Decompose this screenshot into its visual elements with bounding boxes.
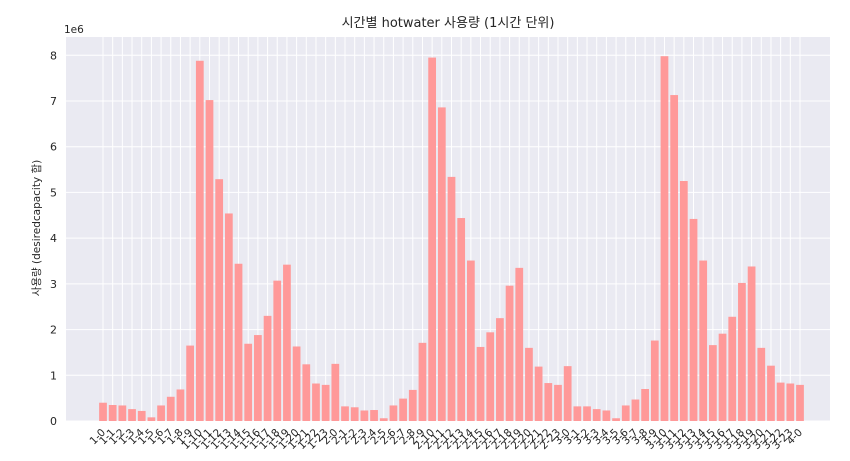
bar-1-19 — [283, 264, 291, 421]
y-tick-label: 8 — [50, 49, 57, 62]
bar-2-1 — [341, 406, 349, 421]
bar-3-0 — [563, 366, 572, 421]
bar-2-9 — [418, 342, 427, 421]
y-tick-label: 2 — [50, 324, 57, 337]
bar-3-11 — [670, 95, 679, 422]
bar-1-17 — [263, 315, 272, 421]
bar-3-1 — [573, 406, 582, 421]
bar-1-20 — [292, 346, 301, 421]
bar-1-22 — [312, 383, 320, 421]
bar-2-21 — [534, 366, 543, 421]
bar-3-2 — [583, 406, 591, 421]
bar-3-23 — [786, 383, 795, 421]
bar-3-18 — [738, 282, 746, 421]
bar-1-1 — [108, 405, 117, 421]
bar-1-15 — [244, 343, 253, 421]
bar-3-9 — [650, 340, 659, 421]
bar-1-4 — [137, 410, 146, 421]
bar-2-3 — [360, 410, 369, 421]
bar-3-7 — [631, 399, 640, 421]
y-tick-label: 5 — [50, 186, 57, 199]
bar-2-4 — [370, 410, 378, 421]
bar-2-5 — [379, 418, 388, 421]
bar-1-2 — [118, 405, 127, 421]
bar-2-22 — [544, 383, 553, 421]
bar-2-15 — [476, 346, 485, 421]
bar-1-14 — [234, 263, 243, 421]
bar-1-5 — [147, 417, 156, 421]
bar-3-8 — [641, 389, 649, 421]
bar-2-13 — [457, 218, 466, 421]
bar-1-13 — [224, 213, 233, 421]
bars — [99, 56, 804, 422]
bar-1-7 — [166, 396, 175, 421]
bar-2-23 — [554, 384, 562, 421]
bar-3-17 — [728, 316, 737, 421]
bar-1-21 — [302, 364, 311, 421]
bar-1-18 — [273, 280, 282, 421]
bar-3-13 — [689, 218, 698, 421]
bar-3-3 — [592, 409, 601, 421]
bar-3-21 — [767, 365, 775, 421]
chart-title: 시간별 hotwater 사용량 (1시간 단위) — [342, 16, 555, 31]
y-tick-label: 0 — [50, 415, 57, 428]
bar-2-17 — [496, 318, 504, 421]
bar-2-6 — [389, 405, 398, 421]
bar-1-23 — [321, 384, 330, 421]
bar-2-2 — [350, 407, 359, 421]
bar-1-3 — [128, 409, 136, 421]
bar-1-10 — [195, 60, 204, 422]
bar-3-22 — [776, 382, 785, 421]
bar-3-10 — [660, 56, 669, 421]
y-axis-offset-label: 1e6 — [64, 24, 84, 36]
bar-3-14 — [699, 260, 708, 421]
bar-1-9 — [186, 345, 194, 421]
bar-1-16 — [254, 335, 262, 421]
bar-3-19 — [747, 266, 756, 421]
bar-4-0 — [796, 384, 804, 421]
bar-2-16 — [486, 332, 495, 421]
bar-2-14 — [466, 260, 475, 421]
y-tick-label: 7 — [50, 95, 57, 108]
x-axis-ticks: 1-01-11-21-31-41-51-61-71-81-91-101-111-… — [88, 426, 806, 452]
bar-2-11 — [437, 107, 446, 422]
y-tick-label: 1 — [50, 369, 57, 382]
y-tick-label: 4 — [50, 232, 57, 245]
bar-3-15 — [709, 345, 717, 421]
bar-3-6 — [621, 405, 630, 421]
y-axis-ticks: 0 1 2 3 4 5 6 7 8 — [50, 49, 57, 428]
bar-2-0 — [331, 363, 340, 421]
bar-3-20 — [757, 347, 766, 421]
y-tick-label: 6 — [50, 141, 57, 154]
bar-2-8 — [408, 389, 417, 421]
bar-2-7 — [399, 398, 407, 421]
bar-1-11 — [205, 100, 214, 421]
y-tick-label: 3 — [50, 278, 57, 291]
bar-3-4 — [602, 410, 611, 421]
bar-3-12 — [679, 181, 688, 421]
bar-3-16 — [718, 333, 727, 421]
bar-2-18 — [505, 285, 514, 421]
bar-3-5 — [612, 418, 620, 421]
bar-1-0 — [99, 402, 107, 421]
bar-2-20 — [525, 347, 533, 421]
bar-2-12 — [447, 176, 456, 421]
bar-1-12 — [215, 179, 224, 421]
bar-2-19 — [515, 267, 524, 421]
bar-2-10 — [428, 57, 437, 421]
bar-1-6 — [157, 405, 165, 421]
bar-1-8 — [176, 389, 185, 421]
y-axis-label: 사용량 (desiredcapacity 합) — [31, 160, 43, 297]
